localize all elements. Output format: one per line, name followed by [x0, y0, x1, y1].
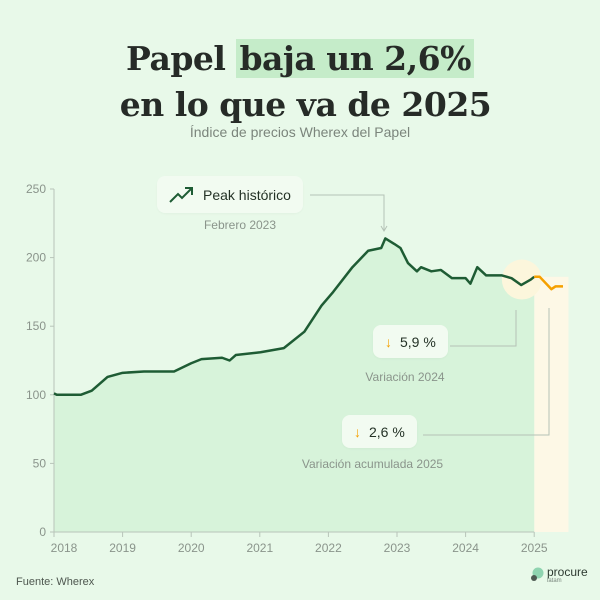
peak-connector	[310, 194, 385, 230]
arrow-down-icon: ↓	[385, 333, 392, 350]
series-line-2025	[534, 275, 564, 291]
x-tick-label: 2024	[452, 541, 479, 555]
series-line-index	[53, 237, 535, 397]
variation-2025-callout: ↓ 2,6 %	[342, 415, 417, 448]
area-fill	[54, 238, 535, 532]
logo-subtext: latam	[547, 578, 562, 584]
logo-mark-icon	[531, 567, 544, 581]
x-tick-label: 2020	[178, 541, 205, 555]
variation-2025-connector	[423, 308, 550, 436]
y-tick-label: 200	[26, 251, 46, 265]
title-part: en lo que va de 2025	[108, 85, 492, 124]
band-2025	[534, 276, 569, 532]
peak-arrowhead	[380, 225, 388, 232]
x-tick-label: 2021	[246, 541, 273, 555]
variation-2024-label: 5,9 %	[400, 333, 436, 350]
peak-caption: Febrero 2023	[203, 218, 277, 232]
x-tick-label: 2018	[51, 541, 78, 555]
y-tick-label: 100	[26, 388, 46, 402]
x-tick-label: 2023	[384, 541, 411, 555]
x-tick-label: 2019	[109, 541, 136, 555]
variation-2024-callout: ↓ 5,9 %	[373, 325, 448, 358]
trending-up-icon	[169, 186, 193, 203]
x-tick-label: 2022	[315, 541, 342, 555]
procure-logo: procure latam	[530, 566, 588, 584]
variation-2025-label: 2,6 %	[369, 423, 405, 440]
y-tick-label: 0	[39, 525, 46, 539]
variation-2025-caption: Variación acumulada 2025	[301, 457, 444, 471]
title-part: Papel	[126, 39, 237, 78]
peak-callout: Peak histórico	[157, 176, 303, 213]
highlight-circle	[501, 259, 542, 300]
title-highlight: baja un 2,6%	[236, 39, 474, 78]
y-tick-label: 50	[33, 456, 47, 470]
variation-2024-caption: Variación 2024	[365, 370, 445, 384]
y-tick-label: 150	[26, 319, 46, 333]
page-title: Papel baja un 2,6% en lo que va de 2025	[0, 36, 600, 128]
logo-text: procure	[547, 565, 588, 579]
variation-2024-connector	[450, 310, 517, 347]
x-tick-label: 2025	[521, 541, 548, 555]
peak-label: Peak histórico	[203, 186, 291, 203]
arrow-down-icon: ↓	[354, 423, 361, 440]
y-tick-label: 250	[26, 182, 46, 196]
source-note: Fuente: Wherex	[16, 576, 95, 588]
subtitle: Índice de precios Wherex del Papel	[189, 124, 411, 140]
